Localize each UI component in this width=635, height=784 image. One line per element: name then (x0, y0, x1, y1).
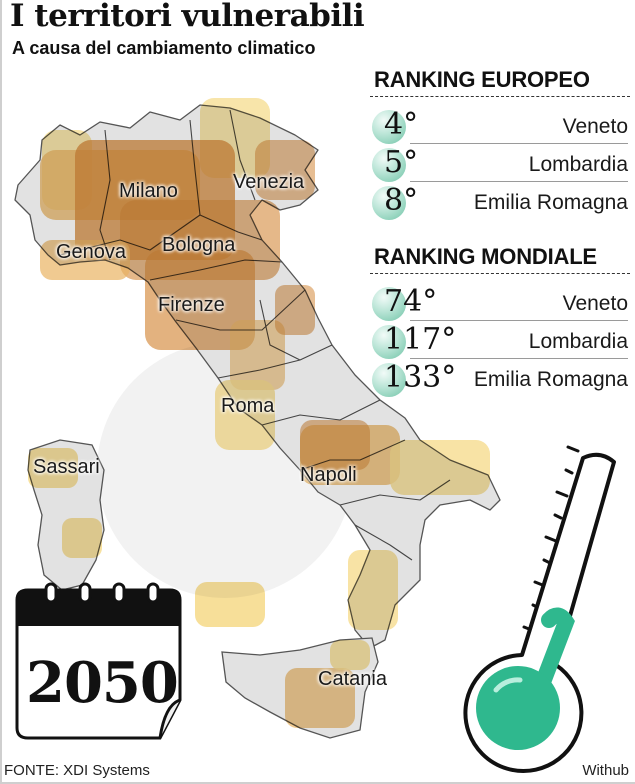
ranking-mondiale-row: 117° Lombardia (370, 322, 628, 359)
ranking-europeo-heading: RANKING EUROPEO (374, 67, 590, 92)
rank-badge (372, 325, 406, 359)
source-credit: FONTE: XDI Systems (4, 762, 150, 779)
ranking-mondiale-row: 74° Veneto (370, 284, 628, 321)
rank-badge (372, 287, 406, 321)
region-name: Veneto (562, 292, 628, 315)
rank-value: 117° (384, 322, 457, 357)
rank-badge (372, 186, 406, 220)
calendar-icon (15, 582, 182, 740)
city-label-milano: Milano (119, 180, 178, 202)
city-label-venezia: Venezia (233, 171, 305, 193)
page-title: I territori vulnerabili (10, 0, 365, 34)
region-name: Emilia Romagna (473, 368, 628, 391)
region-name: Emilia Romagna (473, 191, 628, 214)
ranking-europeo-row: 5° Lombardia (370, 145, 628, 182)
ranking-europeo-rule (370, 96, 630, 97)
ranking-mondiale-row: 133° Emilia Romagna (370, 360, 628, 397)
risk-overlay (28, 98, 490, 728)
region-name: Lombardia (528, 330, 628, 353)
rank-badge (372, 363, 406, 397)
rank-badge (372, 110, 406, 144)
rank-value: 133° (384, 360, 457, 395)
row-separator (410, 358, 628, 359)
city-label-napoli: Napoli (300, 464, 357, 486)
rank-badge (372, 148, 406, 182)
rank-value: 74° (384, 284, 438, 319)
ranking-mondiale-rule (370, 273, 630, 274)
page-subtitle: A causa del cambiamento climatico (12, 38, 316, 58)
city-label-bologna: Bologna (162, 234, 236, 256)
author-credit: Withub (582, 762, 629, 779)
city-label-sassari: Sassari (33, 456, 100, 478)
city-label-roma: Roma (221, 395, 275, 417)
city-label-firenze: Firenze (158, 294, 225, 316)
region-name: Veneto (562, 115, 628, 138)
rank-value: 5° (384, 145, 419, 180)
city-label-catania: Catania (318, 668, 387, 690)
ranking-europeo-row: 4° Veneto (370, 107, 628, 144)
ranking-europeo-row: 8° Emilia Romagna (370, 183, 628, 220)
calendar-year: 2050 (26, 650, 179, 716)
region-name: Lombardia (528, 153, 628, 176)
ranking-mondiale-heading: RANKING MONDIALE (374, 244, 597, 269)
row-separator (410, 181, 628, 182)
row-separator (410, 143, 628, 144)
thermometer-icon (463, 445, 616, 773)
row-separator (410, 320, 628, 321)
city-label-genova: Genova (56, 241, 127, 263)
rank-value: 4° (384, 107, 419, 142)
rank-value: 8° (384, 183, 419, 218)
